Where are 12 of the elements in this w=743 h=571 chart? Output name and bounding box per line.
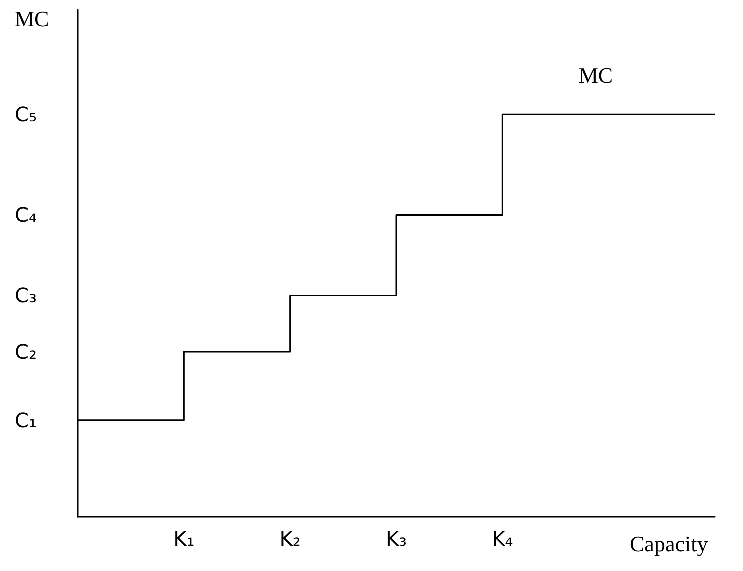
x-tick-label: K₁ xyxy=(174,527,195,551)
text: C₂ xyxy=(15,340,37,364)
text: C₁ xyxy=(15,408,37,432)
text: C₃ xyxy=(15,284,37,308)
text: C₅ xyxy=(15,102,37,127)
series-label: MC xyxy=(578,63,614,88)
y-axis-title: MC xyxy=(15,6,50,32)
text: C₄ xyxy=(15,203,37,228)
x-axis-title: Capacity xyxy=(630,532,708,556)
x-tick-label: K₂ xyxy=(280,527,301,551)
x-tick-label: K₄ xyxy=(492,527,514,551)
x-tick-label: K₃ xyxy=(386,527,408,551)
